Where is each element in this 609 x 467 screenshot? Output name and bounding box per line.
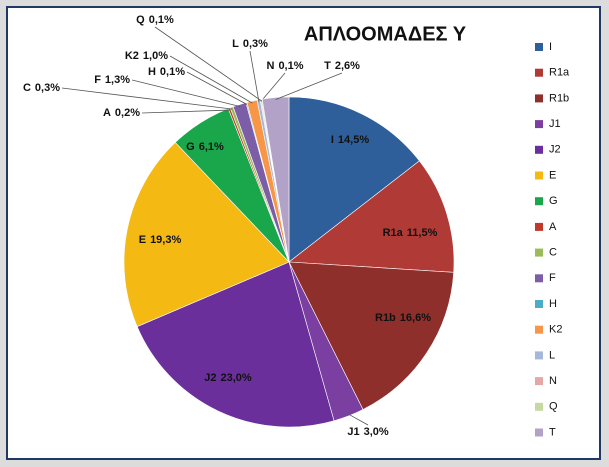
data-label: F 1,3% — [94, 74, 130, 86]
label-value: 0,2% — [115, 107, 140, 119]
legend-swatch — [535, 197, 543, 206]
data-label: R1b 16,6% — [375, 312, 431, 324]
data-label: H 0,1% — [148, 66, 185, 78]
leader-line — [61, 87, 233, 110]
legend-label: H — [549, 298, 557, 310]
data-label: E 19,3% — [139, 234, 182, 246]
legend-swatch — [535, 145, 543, 154]
label-category: J1 — [347, 426, 359, 438]
pie-slice — [288, 96, 420, 263]
data-label: J2 23,0% — [204, 372, 252, 384]
leader-line — [275, 72, 343, 100]
label-value: 0,1% — [149, 14, 174, 26]
data-label: L 0,3% — [232, 38, 268, 50]
data-label: K2 1,0% — [125, 50, 168, 62]
data-label: J1 3,0% — [347, 426, 389, 438]
leader-line — [249, 50, 260, 102]
pie-slice — [288, 261, 454, 410]
data-label: N 0,1% — [266, 60, 303, 72]
legend-swatch — [535, 300, 543, 308]
label-category: R1b — [375, 312, 396, 324]
legend-label: E — [549, 169, 556, 181]
label-value: 23,0% — [221, 372, 252, 384]
legend-label: G — [549, 195, 558, 207]
label-category: K2 — [125, 50, 139, 62]
label-category: T — [324, 60, 331, 72]
label-category: N — [266, 60, 274, 72]
data-label: C 0,3% — [23, 82, 60, 94]
legend-label: F — [549, 272, 556, 284]
label-value: 11,5% — [407, 227, 438, 239]
pie-slice — [261, 96, 290, 263]
legend-swatch — [535, 377, 543, 386]
label-category: I — [331, 134, 334, 146]
label-category: E — [139, 234, 146, 246]
leader-line — [186, 71, 248, 105]
legend-label: R1b — [549, 92, 569, 104]
leader-line — [141, 109, 230, 114]
leader-line — [131, 79, 241, 107]
label-value: 1,0% — [143, 50, 168, 62]
data-label: I 14,5% — [331, 134, 369, 146]
legend-label: J2 — [549, 144, 561, 156]
label-value: 0,1% — [160, 66, 185, 78]
label-value: 0,1% — [278, 60, 303, 72]
legend-label: K2 — [549, 324, 562, 336]
leader-line — [154, 26, 263, 102]
chart-title: ΑΠΛΟΟΜΑΔΕΣ Υ — [304, 23, 467, 45]
legend-label: I — [549, 41, 552, 53]
legend-swatch — [535, 171, 543, 180]
label-category: F — [94, 74, 101, 86]
data-label: A 0,2% — [103, 107, 140, 119]
legend-label: N — [549, 375, 557, 387]
legend-label: R1a — [549, 67, 570, 79]
legend-label: J1 — [549, 118, 561, 130]
pie-slice — [136, 261, 335, 428]
label-value: 14,5% — [338, 134, 369, 146]
legend-label: L — [549, 349, 555, 361]
data-label: R1a 11,5% — [383, 227, 438, 239]
label-value: 0,3% — [35, 82, 60, 94]
label-category: R1a — [383, 227, 404, 239]
leader-line — [347, 413, 369, 426]
label-value: 3,0% — [364, 426, 389, 438]
data-label: Q 0,1% — [136, 14, 174, 26]
label-category: C — [23, 82, 31, 94]
legend-swatch — [535, 402, 543, 411]
legend-label: T — [549, 426, 556, 438]
label-value: 6,1% — [199, 141, 224, 153]
legend-swatch — [535, 325, 543, 334]
legend-swatch — [535, 43, 543, 51]
data-label: T 2,6% — [324, 60, 360, 72]
legend-label: Q — [549, 401, 558, 413]
leader-line — [169, 55, 253, 104]
legend-swatch — [535, 351, 543, 360]
label-category: L — [232, 38, 239, 50]
legend-swatch — [535, 248, 543, 257]
label-category: G — [186, 141, 195, 153]
label-category: H — [148, 66, 156, 78]
pie-slice — [288, 160, 455, 273]
legend-swatch — [535, 68, 543, 77]
label-category: J2 — [204, 372, 216, 384]
legend-swatch — [535, 274, 543, 283]
label-value: 1,3% — [105, 74, 130, 86]
leader-line — [260, 72, 286, 102]
label-value: 2,6% — [335, 60, 360, 72]
legend-swatch — [535, 428, 543, 437]
legend-swatch — [535, 222, 543, 231]
label-category: A — [103, 107, 111, 119]
data-label: G 6,1% — [186, 141, 224, 153]
label-value: 16,6% — [400, 312, 431, 324]
legend-swatch — [535, 94, 543, 103]
legend-swatch — [535, 120, 543, 129]
label-category: Q — [136, 14, 145, 26]
label-value: 19,3% — [150, 234, 181, 246]
legend-label: C — [549, 247, 557, 259]
legend-label: A — [549, 221, 557, 233]
pie-slice — [123, 142, 290, 327]
label-value: 0,3% — [243, 38, 268, 50]
